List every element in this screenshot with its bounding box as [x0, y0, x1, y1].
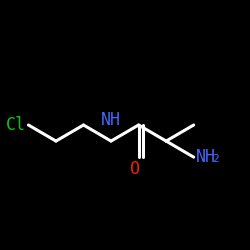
Text: NH: NH	[101, 111, 121, 129]
Text: 2: 2	[212, 154, 219, 164]
Text: NH: NH	[196, 148, 216, 166]
Text: Cl: Cl	[6, 116, 26, 134]
Text: O: O	[130, 160, 140, 178]
